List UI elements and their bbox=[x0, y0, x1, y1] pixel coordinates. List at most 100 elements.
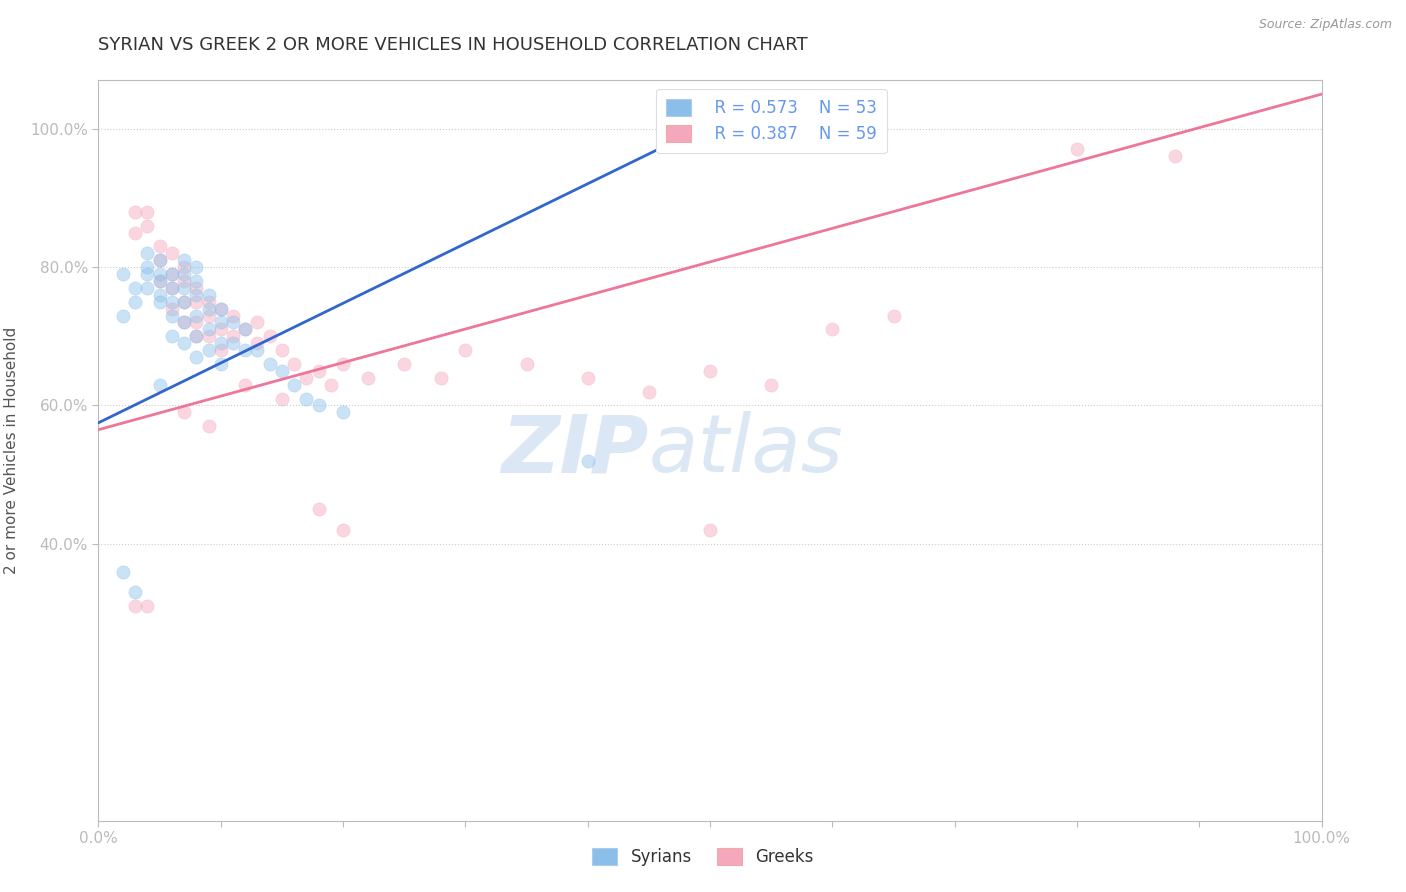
Point bbox=[124, 294, 146, 309]
Point bbox=[173, 260, 195, 274]
Point bbox=[332, 523, 354, 537]
Point bbox=[173, 405, 195, 419]
Point bbox=[160, 281, 183, 295]
Point bbox=[308, 502, 330, 516]
Point bbox=[160, 329, 183, 343]
Point bbox=[186, 350, 208, 364]
Y-axis label: 2 or more Vehicles in Household: 2 or more Vehicles in Household bbox=[4, 326, 18, 574]
Point bbox=[259, 357, 281, 371]
Point bbox=[149, 274, 172, 288]
Point bbox=[308, 364, 330, 378]
Point bbox=[821, 322, 844, 336]
Point bbox=[1066, 143, 1088, 157]
Point bbox=[186, 329, 208, 343]
Point bbox=[124, 226, 146, 240]
Point bbox=[1164, 149, 1187, 163]
Point bbox=[430, 371, 453, 385]
Point bbox=[186, 287, 208, 301]
Point bbox=[222, 336, 245, 351]
Point bbox=[454, 343, 477, 358]
Point bbox=[160, 246, 183, 260]
Point bbox=[160, 309, 183, 323]
Point bbox=[197, 294, 219, 309]
Point bbox=[197, 419, 219, 434]
Point bbox=[295, 371, 318, 385]
Point bbox=[160, 294, 183, 309]
Point bbox=[111, 267, 134, 281]
Point bbox=[209, 322, 232, 336]
Point bbox=[246, 343, 269, 358]
Point bbox=[173, 315, 195, 329]
Point bbox=[209, 357, 232, 371]
Point bbox=[197, 329, 219, 343]
Text: atlas: atlas bbox=[648, 411, 844, 490]
Point bbox=[699, 364, 721, 378]
Point bbox=[332, 405, 354, 419]
Point bbox=[149, 253, 172, 268]
Point bbox=[186, 309, 208, 323]
Point bbox=[124, 599, 146, 614]
Point bbox=[149, 377, 172, 392]
Point bbox=[270, 364, 294, 378]
Point bbox=[149, 253, 172, 268]
Point bbox=[149, 287, 172, 301]
Point bbox=[173, 336, 195, 351]
Legend:   R = 0.573    N = 53,   R = 0.387    N = 59: R = 0.573 N = 53, R = 0.387 N = 59 bbox=[655, 88, 887, 153]
Point bbox=[515, 357, 537, 371]
Point bbox=[222, 329, 245, 343]
Point bbox=[160, 301, 183, 316]
Point bbox=[233, 322, 256, 336]
Point bbox=[136, 260, 159, 274]
Point bbox=[136, 267, 159, 281]
Point bbox=[576, 371, 599, 385]
Point bbox=[160, 281, 183, 295]
Point bbox=[222, 309, 245, 323]
Point bbox=[173, 281, 195, 295]
Point bbox=[136, 599, 159, 614]
Point bbox=[160, 267, 183, 281]
Point bbox=[173, 294, 195, 309]
Point bbox=[149, 239, 172, 253]
Point bbox=[270, 343, 294, 358]
Point bbox=[209, 336, 232, 351]
Point bbox=[197, 309, 219, 323]
Point bbox=[149, 274, 172, 288]
Point bbox=[209, 301, 232, 316]
Point bbox=[332, 357, 354, 371]
Point bbox=[259, 329, 281, 343]
Point bbox=[197, 287, 219, 301]
Point bbox=[186, 329, 208, 343]
Point bbox=[160, 267, 183, 281]
Point bbox=[136, 281, 159, 295]
Point bbox=[173, 274, 195, 288]
Point bbox=[186, 315, 208, 329]
Text: ZIP: ZIP bbox=[502, 411, 648, 490]
Point bbox=[111, 309, 134, 323]
Point bbox=[356, 371, 378, 385]
Point bbox=[283, 357, 305, 371]
Point bbox=[283, 377, 305, 392]
Point bbox=[637, 384, 661, 399]
Point bbox=[149, 267, 172, 281]
Legend: Syrians, Greeks: Syrians, Greeks bbox=[583, 840, 823, 875]
Point bbox=[197, 343, 219, 358]
Point bbox=[124, 585, 146, 599]
Point bbox=[319, 377, 342, 392]
Point bbox=[761, 377, 783, 392]
Point bbox=[270, 392, 294, 406]
Point bbox=[295, 392, 318, 406]
Point bbox=[209, 315, 232, 329]
Point bbox=[392, 357, 416, 371]
Point bbox=[209, 301, 232, 316]
Point bbox=[246, 336, 269, 351]
Text: Source: ZipAtlas.com: Source: ZipAtlas.com bbox=[1258, 18, 1392, 31]
Point bbox=[136, 246, 159, 260]
Point bbox=[576, 454, 599, 468]
Point bbox=[124, 281, 146, 295]
Point bbox=[197, 301, 219, 316]
Point bbox=[173, 294, 195, 309]
Point bbox=[186, 260, 208, 274]
Point bbox=[222, 315, 245, 329]
Point bbox=[186, 294, 208, 309]
Point bbox=[136, 204, 159, 219]
